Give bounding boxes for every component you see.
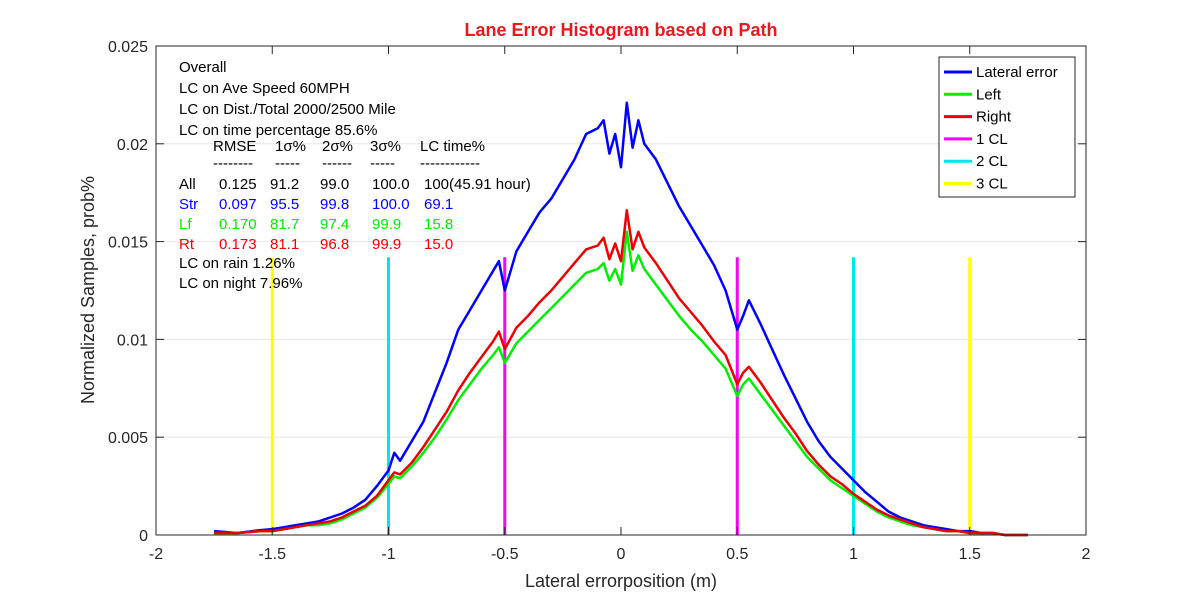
stats-row-value: 0.125 xyxy=(219,176,257,193)
annotation-lc-speed: LC on Ave Speed 60MPH xyxy=(179,80,350,97)
stats-row-value: 69.1 xyxy=(424,196,453,213)
annotation-lc-night: LC on night 7.96% xyxy=(179,275,302,292)
stats-header-cell: RMSE xyxy=(213,138,256,155)
stats-row-value: 81.1 xyxy=(270,236,299,253)
series-line-lateral-error xyxy=(213,101,1028,537)
x-tick-label: 2 xyxy=(1082,546,1091,563)
y-tick-label: 0 xyxy=(139,528,148,545)
stats-annotation: Overall LC on Ave Speed 60MPH LC on Dist… xyxy=(179,59,531,292)
stats-separator: ------ xyxy=(322,155,352,172)
stats-separator: ------------ xyxy=(420,155,480,172)
stats-row-value: 99.9 xyxy=(372,216,401,233)
stats-row-value: 100.0 xyxy=(372,176,410,193)
legend-label: Left xyxy=(976,86,1002,103)
stats-row-value: 0.097 xyxy=(219,196,257,213)
legend: Lateral error Left Right 1 CL 2 CL 3 CL xyxy=(938,56,1076,198)
stats-row-value: 15.8 xyxy=(424,216,453,233)
stats-row-value: 91.2 xyxy=(270,176,299,193)
plot-area xyxy=(156,46,1086,535)
stats-row-value: 81.7 xyxy=(270,216,299,233)
annotation-lc-rain: LC on rain 1.26% xyxy=(179,255,295,272)
stats-row-value: 0.173 xyxy=(219,236,257,253)
stats-row-value: 95.5 xyxy=(270,196,299,213)
stats-row-value: 0.170 xyxy=(219,216,257,233)
stats-row-value: 96.8 xyxy=(320,236,349,253)
stats-row-value: 100.0 xyxy=(372,196,410,213)
x-tick-label: -1 xyxy=(381,546,395,563)
series-line-right xyxy=(214,209,1028,537)
legend-items: Lateral error Left Right 1 CL 2 CL 3 CL xyxy=(944,64,1058,193)
series-line-left xyxy=(214,230,1028,537)
y-tick-label: 0.015 xyxy=(108,235,148,252)
stats-table: RMSE 1σ% 2σ% 3σ% LC time%-------- ----- ------… xyxy=(179,138,531,253)
grid-layer xyxy=(156,143,1086,438)
x-tick-label: 1.5 xyxy=(959,546,981,563)
stats-row-value: 99.8 xyxy=(320,196,349,213)
stats-row-value: 100(45.91 hour) xyxy=(424,176,531,193)
y-tick-label: 0.025 xyxy=(108,39,148,56)
legend-label: 1 CL xyxy=(976,131,1008,148)
stats-header-cell: LC time% xyxy=(420,138,485,155)
stats-row-value: 99.0 xyxy=(320,176,349,193)
chart-title: Lane Error Histogram based on Path xyxy=(464,20,777,40)
legend-box xyxy=(938,56,1076,198)
legend-label: Lateral error xyxy=(976,64,1058,81)
stats-header-cell: 2σ% xyxy=(322,138,353,155)
x-tick-label: -0.5 xyxy=(491,546,519,563)
annotation-lc-distance: LC on Dist./Total 2000/2500 Mile xyxy=(179,101,396,118)
y-axis-label: Normalized Samples, prob% xyxy=(78,176,98,404)
x-tick-label: -2 xyxy=(149,546,163,563)
stats-separator: ----- xyxy=(370,155,395,172)
x-tick-label: -1.5 xyxy=(258,546,286,563)
stats-row-value: 97.4 xyxy=(320,216,349,233)
legend-label: Right xyxy=(976,109,1012,126)
stats-header-cell: 1σ% xyxy=(275,138,306,155)
stats-row-label: Rt xyxy=(179,236,195,253)
annotation-lc-time: LC on time percentage 85.6% xyxy=(179,122,377,139)
stats-row-label: Str xyxy=(179,196,198,213)
annotation-overall: Overall xyxy=(179,59,227,76)
x-tick-label: 0.5 xyxy=(726,546,748,563)
x-tick-label: 1 xyxy=(849,546,858,563)
x-axis-label: Lateral errorposition (m) xyxy=(525,571,717,591)
tick-layer: 0 0.005 0.01 0.015 0.02 0.025 -2 -1.5 -1 -0.5 0 0.5… xyxy=(108,39,1091,563)
stats-separator: ----- xyxy=(275,155,300,172)
series-layer xyxy=(213,101,1028,537)
stats-separator: -------- xyxy=(213,155,253,172)
y-tick-label: 0.02 xyxy=(117,137,148,154)
stats-header-cell: 3σ% xyxy=(370,138,401,155)
center-line-layer xyxy=(270,257,972,535)
legend-label: 3 CL xyxy=(976,176,1008,193)
stats-row-label: All xyxy=(179,176,196,193)
stats-row-value: 99.9 xyxy=(372,236,401,253)
legend-label: 2 CL xyxy=(976,153,1008,170)
y-tick-label: 0.005 xyxy=(108,430,148,447)
stats-row-value: 15.0 xyxy=(424,236,453,253)
stats-row-label: Lf xyxy=(179,216,192,233)
x-tick-label: 0 xyxy=(617,546,626,563)
y-tick-label: 0.01 xyxy=(117,332,148,349)
